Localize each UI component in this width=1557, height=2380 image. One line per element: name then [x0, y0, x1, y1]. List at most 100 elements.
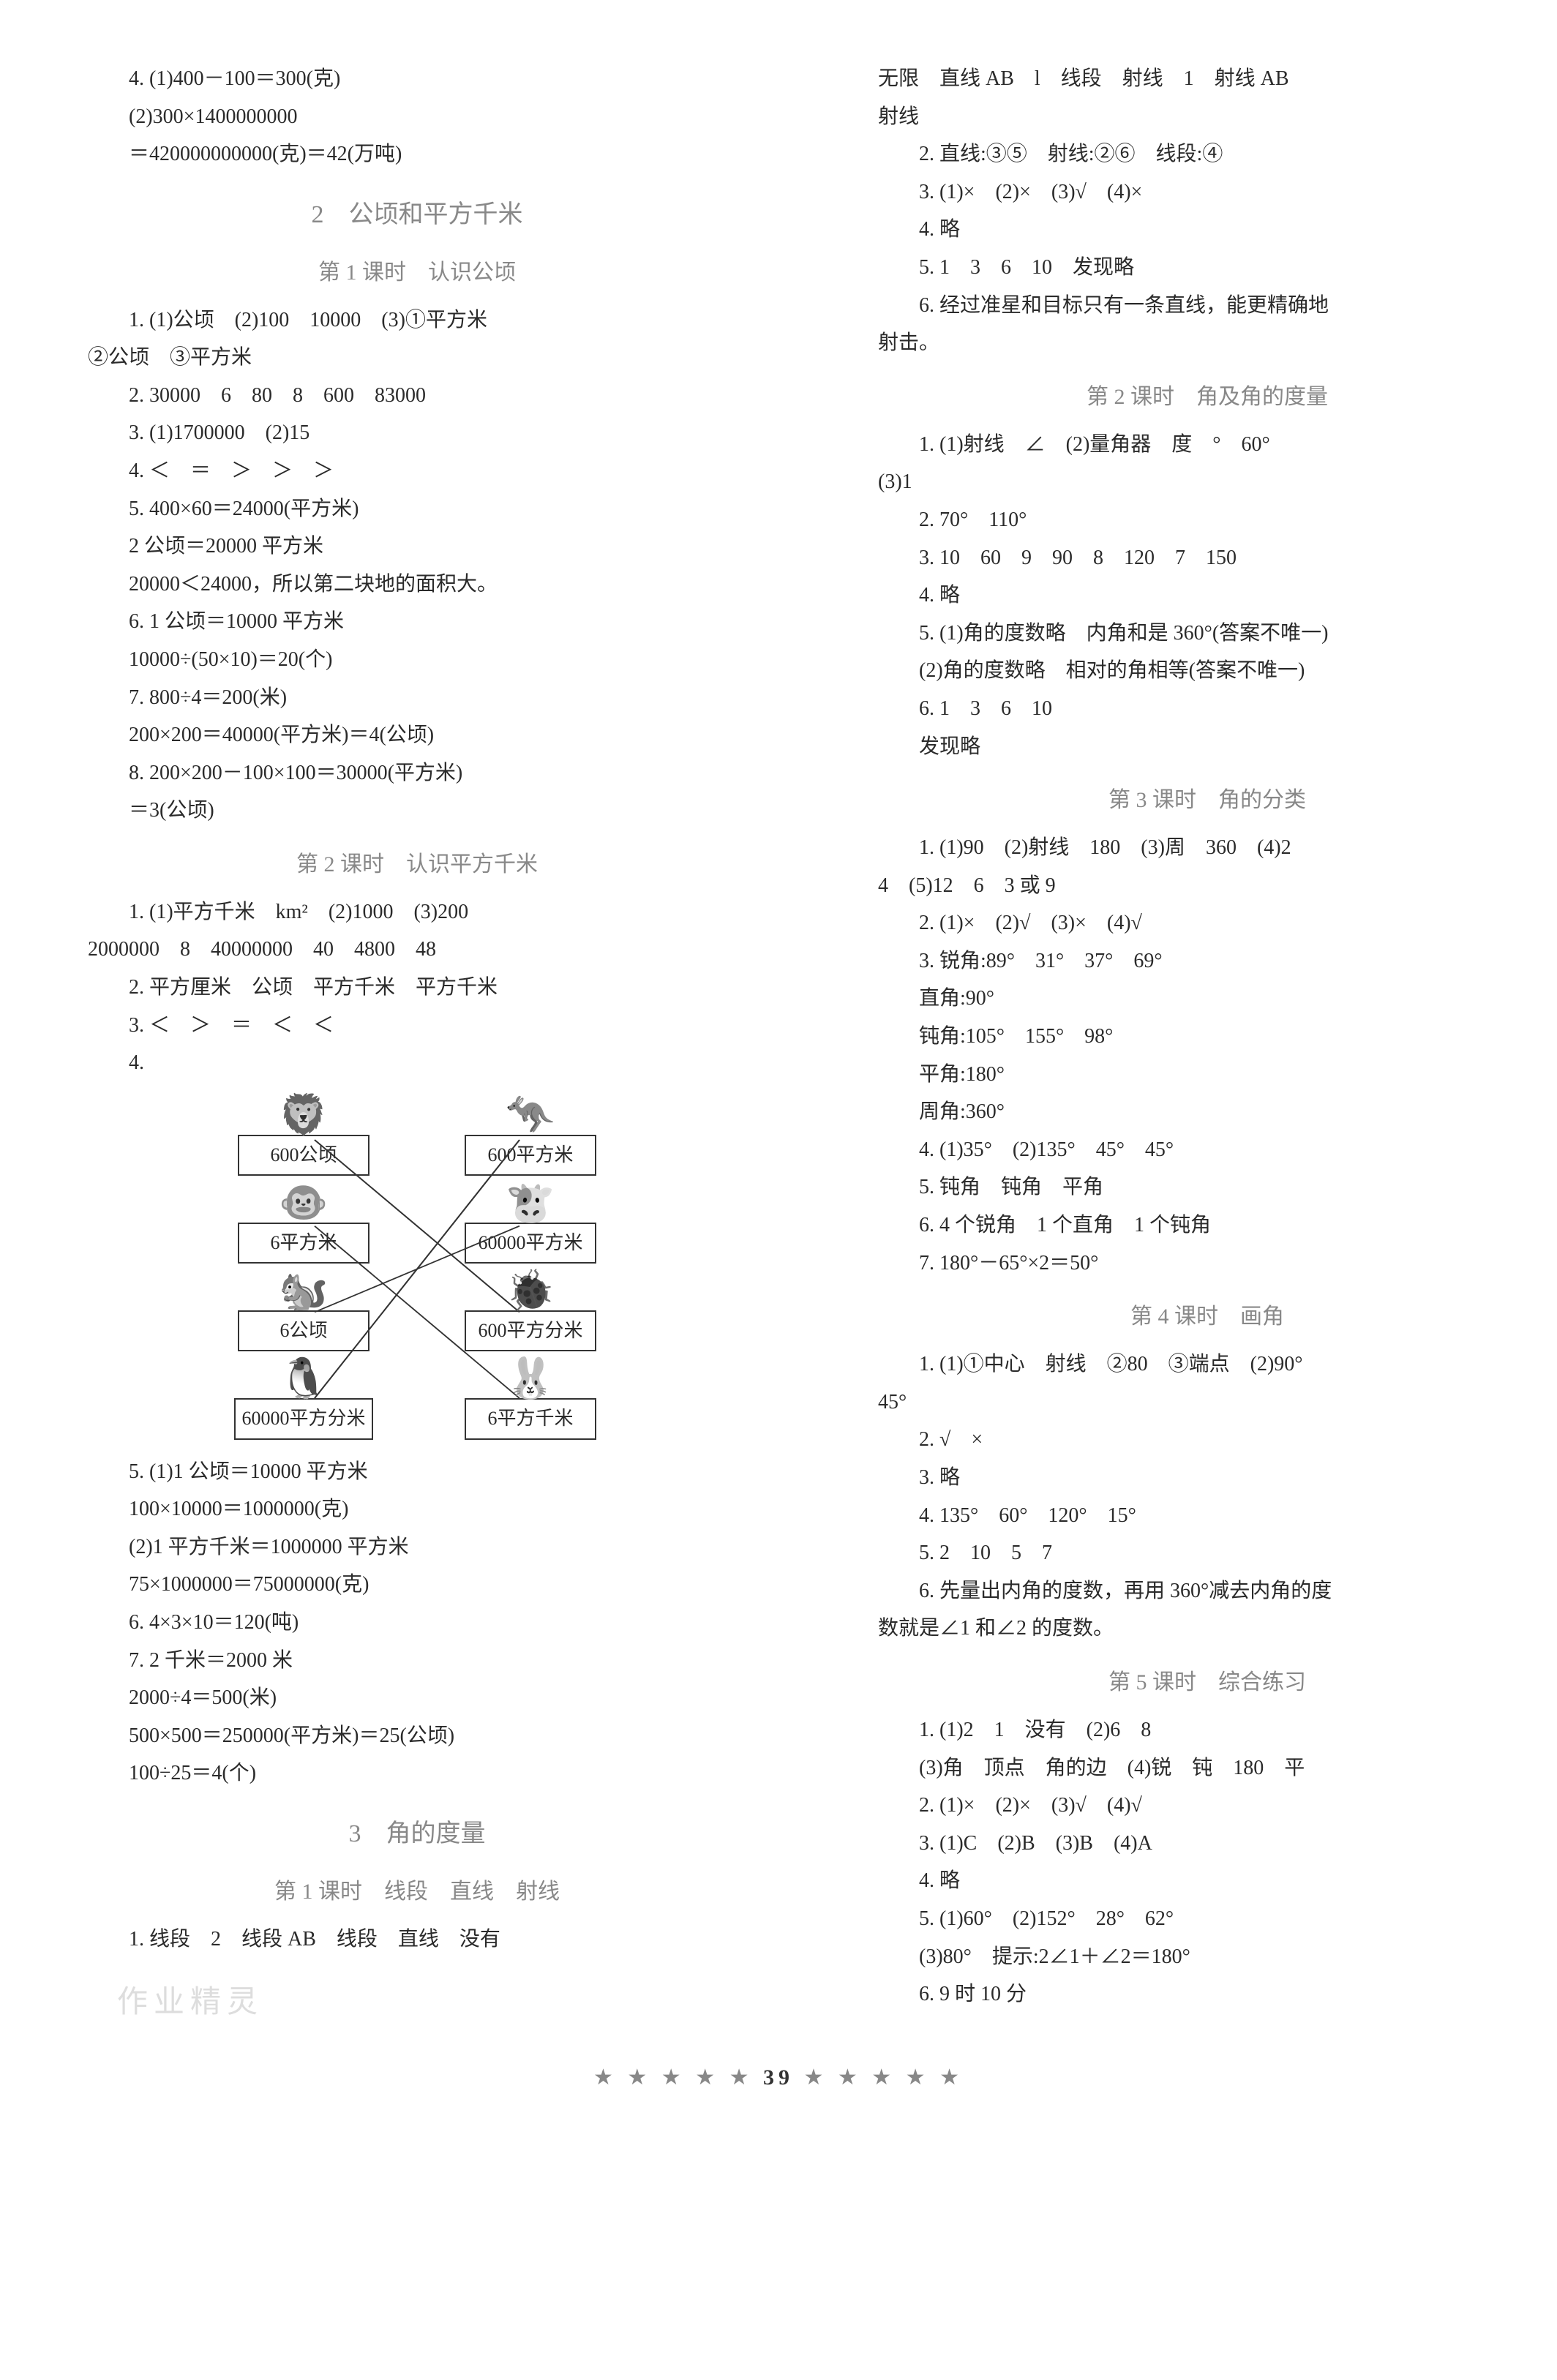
- diagram-label: 6平方米: [238, 1223, 369, 1264]
- text-line: 2. 30000 6 80 8 600 83000: [88, 378, 746, 413]
- squirrel-icon: 🐿️: [212, 1271, 395, 1310]
- text-line: 6. 9 时 10 分: [878, 1977, 1537, 2012]
- diagram-item: 🐰6平方千米: [439, 1359, 622, 1439]
- text-line: 5. (1)60° (2)152° 28° 62°: [878, 1902, 1537, 1937]
- page-number: 39: [763, 2065, 794, 2090]
- text-line: 3. 10 60 9 90 8 120 7 150: [878, 541, 1537, 576]
- text-line: 发现略: [878, 729, 1537, 765]
- text-line: 周角:360°: [878, 1095, 1537, 1130]
- monkey-icon: 🐵: [212, 1183, 395, 1223]
- text-line: 1. (1)①中心 射线 ②80 ③端点 (2)90°: [878, 1347, 1537, 1382]
- diagram-row: 🐿️6公顷 🐞600平方分米: [212, 1271, 622, 1351]
- text-line: 2. 70° 110°: [878, 503, 1537, 538]
- text-line: 7. 180°－65°×2＝50°: [878, 1246, 1537, 1281]
- text-line: 100÷25＝4(个): [88, 1756, 746, 1791]
- left-column: 4. (1)400－100＝300(克) (2)300×1400000000 ＝…: [88, 59, 746, 2015]
- text-line: 4. (1)400－100＝300(克): [88, 61, 746, 97]
- right-column: 无限 直线 AB l 线段 射线 1 射线 AB 射线 2. 直线:③⑤ 射线:…: [878, 59, 1537, 2015]
- diagram-row: 🦁600公顷 🦘600平方米: [212, 1095, 622, 1176]
- text-line: ＝3(公顷): [88, 793, 746, 828]
- lesson-title: 第 2 课时 认识平方千米: [88, 846, 746, 883]
- stars-left-icon: ★ ★ ★ ★ ★: [593, 2065, 753, 2090]
- text-line: 射击。: [878, 326, 1537, 361]
- text-line: 5. 1 3 6 10 发现略: [878, 250, 1537, 285]
- text-line: (2)1 平方千米＝1000000 平方米: [88, 1530, 746, 1565]
- penguin-icon: 🐧: [212, 1359, 395, 1398]
- text-line: (3)80° 提示:2∠1＋∠2＝180°: [878, 1940, 1537, 1975]
- text-line: 2. (1)× (2)× (3)√ (4)√: [878, 1788, 1537, 1823]
- text-line: 5. 钝角 钝角 平角: [878, 1170, 1537, 1205]
- diagram-row: 🐵6平方米 🐮60000平方米: [212, 1183, 622, 1264]
- text-line: (2)300×1400000000: [88, 100, 746, 135]
- text-line: 3. (1)1700000 (2)15: [88, 416, 746, 451]
- text-line: 3. 略: [878, 1460, 1537, 1495]
- lesson-title: 第 3 课时 角的分类: [878, 781, 1537, 819]
- cow-icon: 🐮: [439, 1183, 622, 1223]
- text-line: 1. (1)射线 ∠ (2)量角器 度 ° 60°: [878, 427, 1537, 462]
- text-line: 2. 直线:③⑤ 射线:②⑥ 线段:④: [878, 137, 1537, 172]
- text-line: 2000000 8 40000000 40 4800 48: [88, 932, 746, 967]
- text-line: 射线: [878, 100, 1537, 135]
- text-line: 直角:90°: [878, 981, 1537, 1016]
- text-line: 4. ＜ ＝ ＞ ＞ ＞: [88, 454, 746, 489]
- text-line: 1. (1)公顷 (2)100 10000 (3)①平方米: [88, 303, 746, 338]
- diagram-item: 🐮60000平方米: [439, 1183, 622, 1264]
- text-line: (3)角 顶点 角的边 (4)锐 钝 180 平: [878, 1751, 1537, 1786]
- text-line: 20000＜24000，所以第二块地的面积大。: [88, 567, 746, 602]
- lesson-title: 第 1 课时 线段 直线 射线: [88, 1873, 746, 1910]
- diagram-item: 🐵6平方米: [212, 1183, 395, 1264]
- text-line: 4.: [88, 1046, 746, 1081]
- text-line: (2)角的度数略 相对的角相等(答案不唯一): [878, 653, 1537, 688]
- text-line: 钝角:105° 155° 98°: [878, 1019, 1537, 1054]
- text-line: 3. 锐角:89° 31° 37° 69°: [878, 944, 1537, 979]
- text-line: 4. 135° 60° 120° 15°: [878, 1498, 1537, 1534]
- text-line: 4. (1)35° (2)135° 45° 45°: [878, 1133, 1537, 1168]
- lesson-title: 第 1 课时 认识公顷: [88, 254, 746, 291]
- ladybug-icon: 🐞: [439, 1271, 622, 1310]
- text-line: ②公顷 ③平方米: [88, 340, 746, 375]
- lion-icon: 🦁: [212, 1095, 395, 1135]
- text-line: 4. 略: [878, 1863, 1537, 1899]
- section-title-3: 3 角的度量: [88, 1813, 746, 1855]
- text-line: 2. (1)× (2)√ (3)× (4)√: [878, 906, 1537, 941]
- section-title-2: 2 公顷和平方千米: [88, 194, 746, 236]
- diagram-label: 600平方分米: [465, 1310, 596, 1351]
- diagram-label: 60000平方米: [465, 1223, 596, 1264]
- kangaroo-icon: 🦘: [439, 1095, 622, 1135]
- text-line: 3. (1)× (2)× (3)√ (4)×: [878, 175, 1537, 210]
- diagram-label: 600公顷: [238, 1135, 369, 1176]
- diagram-item: 🦁600公顷: [212, 1095, 395, 1176]
- text-line: 6. 1 公顷＝10000 平方米: [88, 604, 746, 639]
- text-line: 6. 4×3×10＝120(吨): [88, 1605, 746, 1640]
- diagram-item: 🐿️6公顷: [212, 1271, 395, 1351]
- text-line: 数就是∠1 和∠2 的度数。: [878, 1611, 1537, 1646]
- diagram-label: 6公顷: [238, 1310, 369, 1351]
- text-line: 3. ＜ ＞ ＝ ＜ ＜: [88, 1008, 746, 1043]
- diagram-label: 6平方千米: [465, 1398, 596, 1439]
- text-line: 8. 200×200－100×100＝30000(平方米): [88, 756, 746, 791]
- text-line: 2 公顷＝20000 平方米: [88, 529, 746, 564]
- text-line: 1. 线段 2 线段 AB 线段 直线 没有: [88, 1922, 746, 1957]
- text-line: 200×200＝40000(平方米)＝4(公顷): [88, 718, 746, 753]
- text-line: 平角:180°: [878, 1057, 1537, 1092]
- text-line: 1. (1)90 (2)射线 180 (3)周 360 (4)2: [878, 830, 1537, 866]
- text-line: 7. 2 千米＝2000 米: [88, 1643, 746, 1678]
- text-line: (3)1: [878, 465, 1537, 500]
- text-line: 6. 1 3 6 10: [878, 691, 1537, 727]
- matching-diagram: 🦁600公顷 🦘600平方米 🐵6平方米 🐮60000平方米 🐿️6公顷 🐞600平方分米…: [212, 1095, 622, 1440]
- text-line: 1. (1)2 1 没有 (2)6 8: [878, 1713, 1537, 1748]
- lesson-title: 第 4 课时 画角: [878, 1298, 1537, 1335]
- text-line: 4 (5)12 6 3 或 9: [878, 868, 1537, 904]
- text-line: 5. (1)1 公顷＝10000 平方米: [88, 1454, 746, 1490]
- text-line: 45°: [878, 1385, 1537, 1420]
- stars-right-icon: ★ ★ ★ ★ ★: [804, 2065, 964, 2090]
- diagram-label: 600平方米: [465, 1135, 596, 1176]
- diagram-item: 🐧60000平方分米: [212, 1359, 395, 1439]
- text-line: 75×1000000＝75000000(克): [88, 1567, 746, 1602]
- text-line: 6. 4 个锐角 1 个直角 1 个钝角: [878, 1208, 1537, 1243]
- text-line: 5. 400×60＝24000(平方米): [88, 492, 746, 527]
- page-columns: 4. (1)400－100＝300(克) (2)300×1400000000 ＝…: [88, 59, 1469, 2015]
- page-footer: ★ ★ ★ ★ ★ 39 ★ ★ ★ ★ ★: [88, 2059, 1469, 2096]
- diagram-label: 60000平方分米: [234, 1398, 372, 1439]
- watermark: 作业精灵: [117, 1977, 263, 2029]
